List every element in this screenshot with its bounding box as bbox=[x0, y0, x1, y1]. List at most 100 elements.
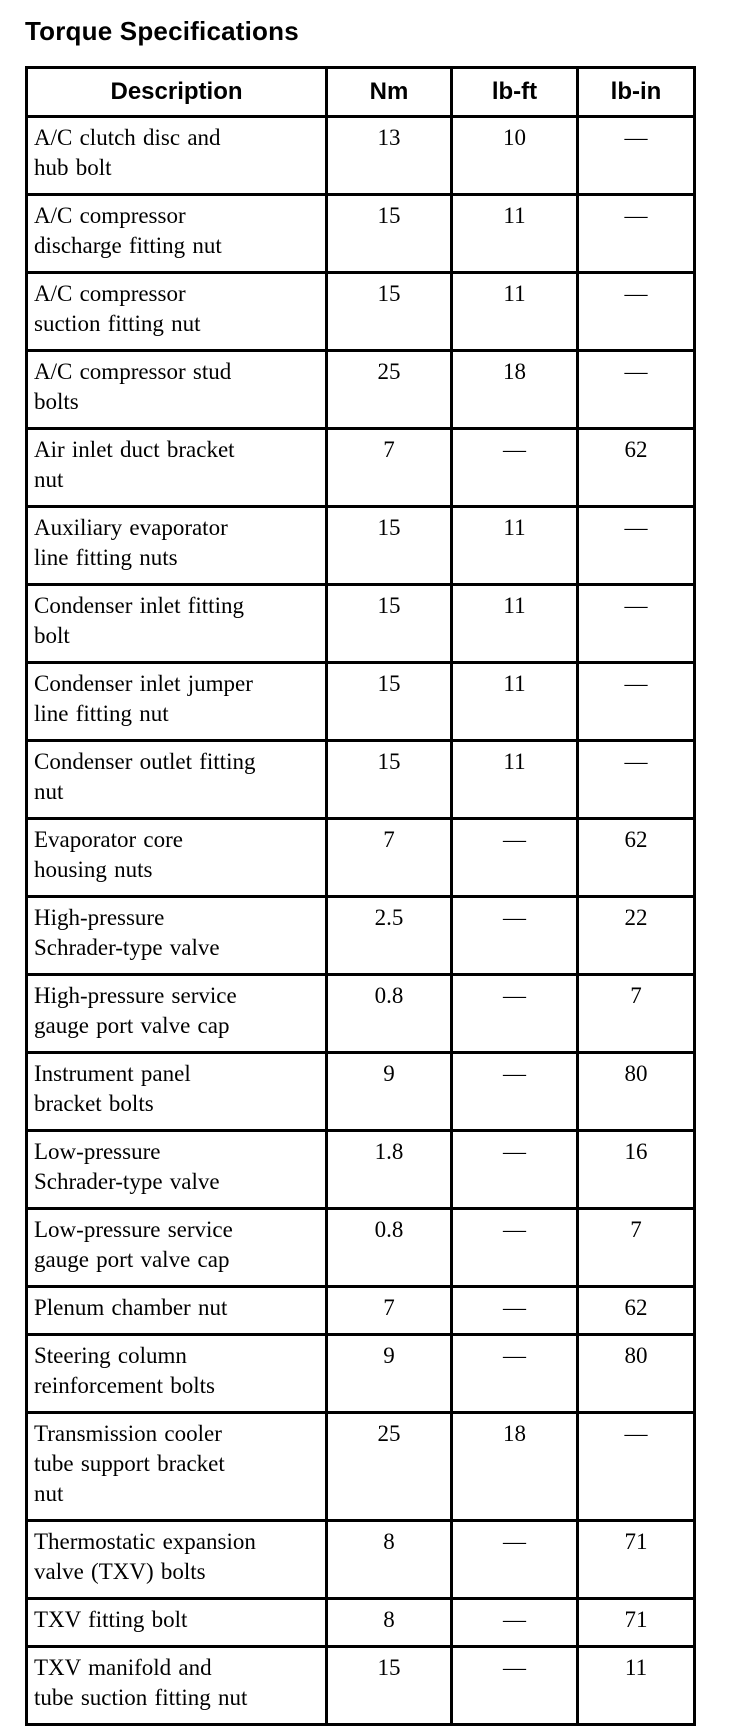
lbin-cell: — bbox=[576, 583, 696, 664]
table-row: Plenum chamber nut 7 — 62 bbox=[25, 1285, 696, 1336]
nm-cell: 9 bbox=[325, 1051, 453, 1132]
table-row: Transmission cooler tube support bracket… bbox=[25, 1411, 696, 1522]
description-cell: Thermostatic expansion valve (TXV) bolts bbox=[25, 1519, 328, 1600]
table-row: A/C compressor stud bolts 25 18 — bbox=[25, 349, 696, 430]
lbin-cell: 11 bbox=[576, 1645, 696, 1726]
table-row: Auxiliary evaporator line fitting nuts 1… bbox=[25, 505, 696, 586]
lbft-cell: — bbox=[450, 1597, 579, 1648]
lbft-cell: — bbox=[450, 973, 579, 1054]
description-cell: TXV manifold and tube suction fitting nu… bbox=[25, 1645, 328, 1726]
nm-cell: 8 bbox=[325, 1597, 453, 1648]
description-cell: Transmission cooler tube support bracket… bbox=[25, 1411, 328, 1522]
lbft-cell: 11 bbox=[450, 739, 579, 820]
lbin-cell: 71 bbox=[576, 1519, 696, 1600]
nm-cell: 13 bbox=[325, 115, 453, 196]
description-cell: Air inlet duct bracket nut bbox=[25, 427, 328, 508]
lbft-cell: 11 bbox=[450, 661, 579, 742]
table-row: TXV fitting bolt 8 — 71 bbox=[25, 1597, 696, 1648]
table-row: A/C clutch disc and hub bolt 13 10 — bbox=[25, 115, 696, 196]
lbin-cell: — bbox=[576, 349, 696, 430]
lbft-cell: 11 bbox=[450, 505, 579, 586]
lbft-cell: 18 bbox=[450, 1411, 579, 1522]
description-cell: Steering column reinforcement bolts bbox=[25, 1333, 328, 1414]
nm-cell: 15 bbox=[325, 661, 453, 742]
nm-cell: 15 bbox=[325, 271, 453, 352]
lbft-cell: — bbox=[450, 1129, 579, 1210]
lbin-cell: 16 bbox=[576, 1129, 696, 1210]
lbft-cell: 18 bbox=[450, 349, 579, 430]
lbin-cell: 80 bbox=[576, 1051, 696, 1132]
lbft-cell: 10 bbox=[450, 115, 579, 196]
column-header-lbft: lb-ft bbox=[450, 66, 579, 118]
lbin-cell: — bbox=[576, 193, 696, 274]
column-header-nm: Nm bbox=[325, 66, 453, 118]
lbft-cell: — bbox=[450, 895, 579, 976]
lbft-cell: — bbox=[450, 817, 579, 898]
lbft-cell: 11 bbox=[450, 193, 579, 274]
lbin-cell: 62 bbox=[576, 1285, 696, 1336]
lbin-cell: 22 bbox=[576, 895, 696, 976]
nm-cell: 15 bbox=[325, 583, 453, 664]
description-cell: Condenser outlet fitting nut bbox=[25, 739, 328, 820]
torque-specifications-table: Description Nm lb-ft lb-in A/C clutch di… bbox=[25, 66, 696, 1726]
table-row: A/C compressor discharge fitting nut 15 … bbox=[25, 193, 696, 274]
nm-cell: 7 bbox=[325, 817, 453, 898]
nm-cell: 1.8 bbox=[325, 1129, 453, 1210]
description-cell: A/C compressor suction fitting nut bbox=[25, 271, 328, 352]
description-cell: High-pressure service gauge port valve c… bbox=[25, 973, 328, 1054]
table-row: TXV manifold and tube suction fitting nu… bbox=[25, 1645, 696, 1726]
lbft-cell: — bbox=[450, 427, 579, 508]
lbin-cell: — bbox=[576, 115, 696, 196]
nm-cell: 0.8 bbox=[325, 1207, 453, 1288]
description-cell: Low-pressure service gauge port valve ca… bbox=[25, 1207, 328, 1288]
nm-cell: 15 bbox=[325, 505, 453, 586]
description-cell: Low-pressure Schrader-type valve bbox=[25, 1129, 328, 1210]
description-cell: Auxiliary evaporator line fitting nuts bbox=[25, 505, 328, 586]
nm-cell: 9 bbox=[325, 1333, 453, 1414]
lbft-cell: — bbox=[450, 1333, 579, 1414]
nm-cell: 25 bbox=[325, 349, 453, 430]
lbin-cell: — bbox=[576, 1411, 696, 1522]
lbft-cell: — bbox=[450, 1645, 579, 1726]
table-row: Low-pressure Schrader-type valve 1.8 — 1… bbox=[25, 1129, 696, 1210]
lbin-cell: — bbox=[576, 505, 696, 586]
table-row: Instrument panel bracket bolts 9 — 80 bbox=[25, 1051, 696, 1132]
description-cell: High-pressure Schrader-type valve bbox=[25, 895, 328, 976]
description-cell: A/C compressor discharge fitting nut bbox=[25, 193, 328, 274]
table-row: Steering column reinforcement bolts 9 — … bbox=[25, 1333, 696, 1414]
lbin-cell: — bbox=[576, 739, 696, 820]
description-cell: A/C clutch disc and hub bolt bbox=[25, 115, 328, 196]
column-header-lbin: lb-in bbox=[576, 66, 696, 118]
lbft-cell: 11 bbox=[450, 583, 579, 664]
description-cell: Condenser inlet fitting bolt bbox=[25, 583, 328, 664]
column-header-description: Description bbox=[25, 66, 328, 118]
table-row: High-pressure Schrader-type valve 2.5 — … bbox=[25, 895, 696, 976]
lbin-cell: 7 bbox=[576, 1207, 696, 1288]
lbin-cell: 62 bbox=[576, 427, 696, 508]
nm-cell: 15 bbox=[325, 1645, 453, 1726]
lbft-cell: — bbox=[450, 1207, 579, 1288]
page-title: Torque Specifications bbox=[25, 16, 299, 46]
table-row: Condenser inlet fitting bolt 15 11 — bbox=[25, 583, 696, 664]
lbft-cell: — bbox=[450, 1285, 579, 1336]
lbin-cell: 7 bbox=[576, 973, 696, 1054]
lbft-cell: 11 bbox=[450, 271, 579, 352]
table-row: Condenser outlet fitting nut 15 11 — bbox=[25, 739, 696, 820]
nm-cell: 8 bbox=[325, 1519, 453, 1600]
table-row: A/C compressor suction fitting nut 15 11… bbox=[25, 271, 696, 352]
description-cell: Evaporator core housing nuts bbox=[25, 817, 328, 898]
table-header-row: Description Nm lb-ft lb-in bbox=[25, 66, 696, 118]
description-cell: Instrument panel bracket bolts bbox=[25, 1051, 328, 1132]
description-cell: Plenum chamber nut bbox=[25, 1285, 328, 1336]
lbin-cell: — bbox=[576, 661, 696, 742]
table-row: Evaporator core housing nuts 7 — 62 bbox=[25, 817, 696, 898]
description-cell: A/C compressor stud bolts bbox=[25, 349, 328, 430]
lbft-cell: — bbox=[450, 1519, 579, 1600]
nm-cell: 7 bbox=[325, 1285, 453, 1336]
nm-cell: 25 bbox=[325, 1411, 453, 1522]
nm-cell: 0.8 bbox=[325, 973, 453, 1054]
table-row: Air inlet duct bracket nut 7 — 62 bbox=[25, 427, 696, 508]
lbin-cell: — bbox=[576, 271, 696, 352]
lbin-cell: 80 bbox=[576, 1333, 696, 1414]
table-row: Low-pressure service gauge port valve ca… bbox=[25, 1207, 696, 1288]
